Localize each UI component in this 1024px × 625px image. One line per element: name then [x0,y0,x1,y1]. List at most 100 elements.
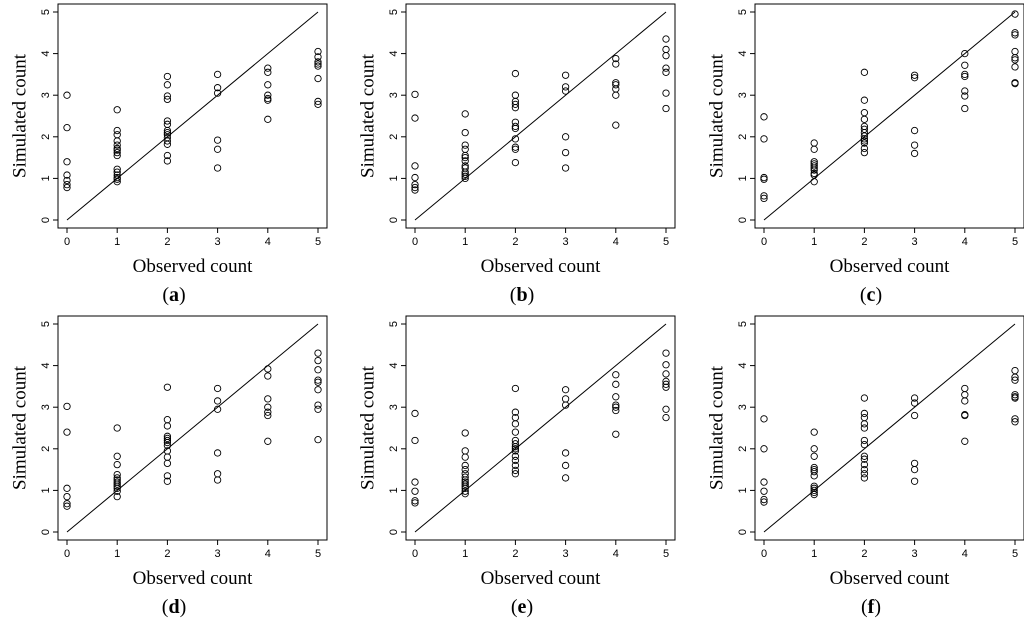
y-tick-label: 3 [388,92,400,98]
data-point [63,176,71,185]
data-point [511,452,520,460]
scatter-plot: 0 1 2 3 4 5 0 1 2 3 4 5 Observed count Simulated coun… [10,3,328,277]
data-point [511,122,520,131]
data-point [662,361,670,369]
data-point [264,411,272,420]
data-point [163,128,172,137]
data-point [662,370,670,378]
x-tick-label: 4 [265,548,271,560]
data-point [961,72,969,81]
data-point [511,143,520,151]
data-point [113,165,121,173]
y-tick-label: 4 [40,363,52,369]
y-tick-label: 0 [388,529,400,535]
data-point [461,484,469,492]
chart-panel-e: 0 1 2 3 4 5 0 1 2 3 4 5 Observed count Simulated coun… [348,312,688,624]
data-point [163,157,172,165]
y-axis-title: Simulated count [358,53,379,178]
y-axis-title: Simulated count [358,365,379,490]
y-tick-label: 2 [388,134,400,140]
data-point [163,92,172,100]
data-point [860,470,869,478]
data-point [561,474,570,482]
x-tick-label: 5 [1012,548,1018,560]
data-point [860,452,869,460]
data-point [461,174,469,183]
panel-label: (a) [162,284,186,306]
data-point [810,452,818,460]
data-point [461,465,469,474]
x-tick-label: 1 [462,548,468,560]
panel-letter: b [516,284,528,306]
data-point [113,470,121,479]
data-point [810,428,818,436]
data-point [511,428,520,436]
data-point [411,497,419,505]
data-point [612,54,620,63]
data-point [612,371,620,379]
data-point [810,472,818,480]
data-point [511,461,520,470]
data-point [213,70,222,79]
y-tick-label: 1 [388,487,400,493]
reference-line [66,323,319,533]
reference-line [763,11,1016,221]
data-point [314,53,322,61]
y-tick-label: 5 [388,321,400,327]
data-point [213,449,222,457]
data-point [860,436,869,445]
panel-label: (f) [860,596,881,618]
data-point [511,443,520,451]
data-point [213,136,222,144]
x-tick-label: 4 [265,236,271,248]
y-tick-label: 1 [737,487,749,493]
plot-frame [405,3,676,229]
x-tick-label: 1 [811,236,817,248]
x-tick-label: 0 [412,548,418,560]
chart-panel-c: 0 1 2 3 4 5 0 1 2 3 4 5 Observed count Simulated coun… [697,0,1024,312]
data-point [163,95,172,104]
panel-label: (d) [161,596,187,618]
x-tick-label: 3 [912,548,918,560]
data-point [511,466,520,475]
x-tick-label: 1 [114,236,120,248]
data-point [810,162,818,170]
data-point [561,401,570,409]
data-point [411,173,419,182]
data-point [113,141,121,149]
data-point [163,140,172,148]
reference-line [66,11,319,221]
y-tick-label: 5 [737,9,749,15]
data-point [961,411,969,420]
data-point [561,449,570,457]
data-point [860,144,869,153]
data-point [163,438,172,447]
data-point [213,476,222,484]
data-point [163,117,172,125]
x-axis-title: Observed count [133,256,253,277]
panel-label: (c) [859,284,883,306]
data-point [113,106,121,114]
data-point [461,487,469,495]
x-tick-label: 3 [215,548,221,560]
data-point [760,445,768,453]
x-tick-label: 2 [164,236,170,248]
chart-panel-f: 0 1 2 3 4 5 0 1 2 3 4 5 Observed count Simulated coun… [697,312,1024,624]
data-point [113,146,121,154]
data-point [961,70,969,79]
data-point [561,87,570,95]
data-point [314,58,322,66]
data-point [910,399,919,407]
data-point [411,183,419,192]
x-axis-title: Observed count [830,568,950,589]
chart-panel-b: 0 1 2 3 4 5 0 1 2 3 4 5 Observed count Simulated coun… [348,0,688,312]
data-point [63,180,71,189]
data-point [264,403,272,411]
panel-letter: c [866,284,876,306]
data-point [113,480,121,488]
y-tick-label: 3 [737,404,749,410]
data-point [910,465,919,474]
data-point [314,435,322,444]
data-point [1011,391,1019,399]
data-point [314,378,322,386]
